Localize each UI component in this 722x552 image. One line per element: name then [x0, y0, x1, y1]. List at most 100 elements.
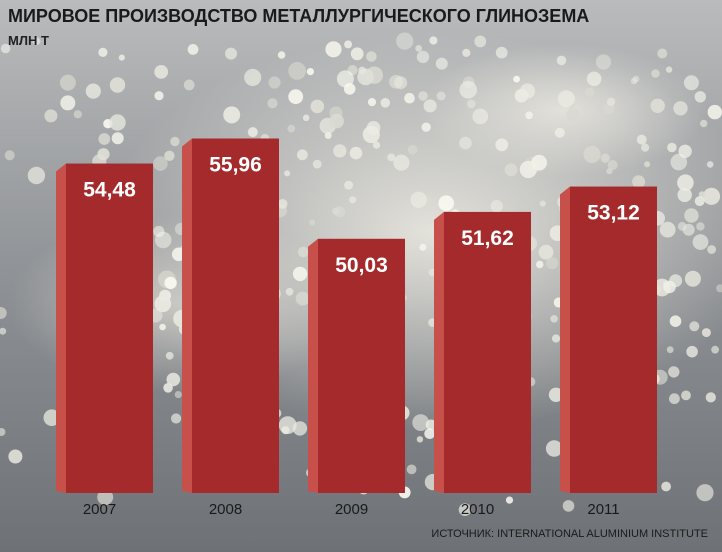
pellet-shape: [165, 351, 174, 360]
bar-2008: [192, 138, 279, 493]
pellet-shape: [32, 37, 41, 46]
pellet-shape: [358, 66, 366, 75]
x-tick-label: 2009: [335, 501, 368, 518]
pellet-shape: [525, 111, 533, 120]
pellet-shape: [607, 160, 618, 171]
pellet-shape: [677, 174, 694, 191]
pellet-shape: [669, 315, 682, 328]
pellet-shape: [701, 328, 711, 338]
bar-2010: [444, 211, 531, 493]
pellet-shape: [310, 99, 325, 114]
pellet-shape: [295, 291, 310, 306]
pellet-shape: [663, 280, 676, 294]
pellet-shape: [366, 51, 377, 62]
pellet-shape: [312, 159, 322, 169]
pellet-shape: [109, 77, 126, 93]
pellet-shape: [583, 145, 601, 163]
pellet-shape: [641, 143, 650, 152]
bar-value-label: 54,48: [83, 179, 136, 202]
pellet-shape: [410, 191, 427, 208]
pellet-shape: [329, 113, 344, 129]
pellet-shape: [550, 315, 558, 323]
pellet-shape: [333, 144, 347, 158]
pellet-shape: [706, 161, 714, 168]
bar-2009: [318, 238, 405, 493]
pellet-shape: [536, 260, 544, 269]
pellet-shape: [362, 125, 380, 144]
bar-value-label: 51,62: [461, 227, 514, 250]
pellet-shape: [435, 57, 448, 70]
pellet-shape: [436, 91, 446, 101]
x-tick-label: 2011: [587, 501, 619, 518]
pellet-shape: [467, 99, 476, 109]
pellet-shape: [711, 345, 719, 354]
x-tick-label: 2010: [461, 501, 494, 518]
pellet-shape: [407, 144, 418, 155]
pellet-shape: [268, 76, 281, 89]
pellet-shape: [166, 372, 181, 387]
pellet-shape: [424, 428, 436, 439]
pellet-shape: [170, 136, 180, 147]
pellet-shape: [287, 124, 296, 133]
pellet-shape: [705, 392, 716, 403]
pellet-shape: [421, 122, 431, 132]
pellet-shape: [325, 41, 342, 58]
pellet-shape: [696, 484, 714, 502]
pellet-shape: [97, 489, 114, 506]
pellet-shape: [306, 68, 314, 76]
pellet-shape: [707, 245, 716, 254]
pellet-shape: [702, 187, 721, 205]
pellet-shape: [164, 150, 175, 161]
bar-2011: [570, 186, 657, 493]
pellet-shape: [684, 270, 701, 287]
pellet-shape: [459, 136, 472, 150]
bar-side-2009: [308, 238, 318, 493]
pellet-shape: [0, 43, 11, 54]
pellet-shape: [154, 65, 169, 79]
pellet-shape: [425, 419, 437, 431]
pellet-shape: [490, 200, 503, 213]
pellet-shape: [716, 284, 722, 293]
pellet-shape: [438, 195, 455, 211]
pellet-shape: [670, 153, 688, 171]
pellet-shape: [267, 98, 278, 109]
pellet-shape: [284, 170, 291, 177]
pellet-shape: [418, 91, 428, 101]
pellet-shape: [416, 50, 430, 64]
pellet-shape: [459, 81, 478, 99]
pellet-shape: [349, 146, 363, 160]
pellet-shape: [187, 44, 199, 55]
y-axis-unit: МЛН Т: [8, 33, 49, 48]
pellet-shape: [394, 76, 408, 90]
x-tick-label: 2008: [209, 501, 242, 518]
pellet-shape: [677, 187, 692, 203]
pellet-shape: [412, 414, 430, 431]
chart-title: МИРОВОЕ ПРОИЗВОДСТВО МЕТАЛЛУРГИЧЕСКОГО Г…: [8, 6, 590, 26]
pellet-shape: [380, 98, 391, 108]
pellet-shape: [504, 163, 518, 177]
pellet-shape: [423, 99, 437, 113]
pellet-shape: [505, 496, 514, 504]
pellet-shape: [393, 154, 410, 171]
pellet-shape: [309, 219, 316, 226]
pellet-shape: [225, 47, 237, 60]
pellet-shape: [606, 97, 616, 107]
pellet-shape: [531, 154, 547, 171]
pellet-shape: [689, 321, 700, 332]
bar-value-label: 50,03: [335, 254, 388, 277]
pellet-shape: [350, 47, 364, 61]
pellet-shape: [415, 45, 423, 52]
pellet-shape: [562, 500, 575, 512]
pellet-shape: [27, 166, 46, 185]
pellet-shape: [665, 66, 673, 73]
pellet-shape: [681, 390, 691, 401]
pellet-shape: [292, 266, 308, 282]
pellet-shape: [0, 307, 7, 319]
pellet-shape: [595, 54, 612, 70]
bar-side-2011: [560, 186, 570, 493]
pellet-shape: [458, 503, 472, 516]
pellet-shape: [416, 436, 424, 443]
x-tick-label: 2007: [83, 501, 116, 518]
pellet-shape: [387, 153, 396, 162]
